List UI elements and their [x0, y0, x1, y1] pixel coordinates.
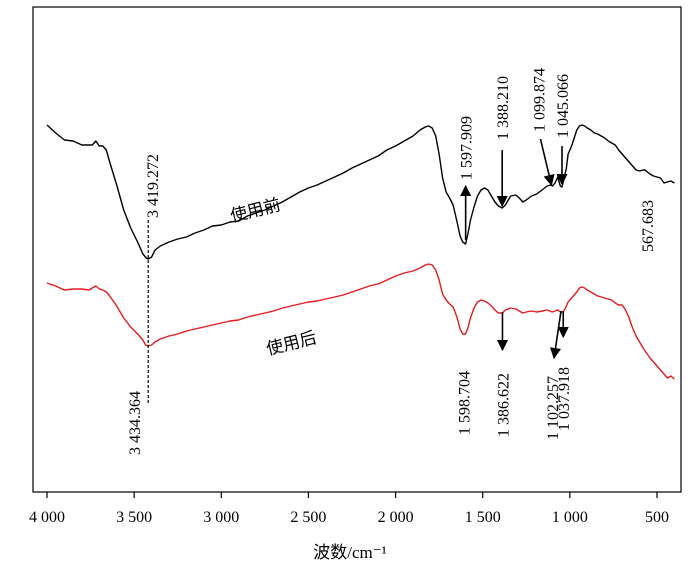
x-tick-label: 2 500 [290, 509, 326, 526]
annotation-label: 1 037.918 [556, 367, 573, 431]
series-label-before: 使用前 [228, 194, 282, 226]
x-axis-title: 波数/cm⁻¹ [313, 543, 387, 562]
annotation-layer: 3 419.272 3 434.364 1 597.909 1 388.210 1 09… [127, 68, 657, 455]
x-tick-label: 4 000 [29, 509, 65, 526]
annotation-arrow [549, 310, 562, 360]
x-tick-label: 3 500 [116, 509, 152, 526]
x-tick-label: 2 000 [378, 509, 414, 526]
annotation-label: 1 045.066 [555, 74, 572, 138]
x-axis: 4 000 3 500 3 000 2 500 2 000 1 500 1 000 500 [29, 492, 669, 526]
annotation-label: 1 099.874 [531, 68, 548, 132]
annotation-arrow [539, 138, 555, 187]
annotation-label: 1 388.210 [495, 76, 512, 140]
series-layer [46, 124, 675, 380]
x-tick-label: 3 000 [203, 509, 239, 526]
x-tick-label: 500 [645, 509, 669, 526]
series-label-after: 使用后 [264, 327, 318, 359]
annotation-label: 1 598.704 [457, 371, 474, 435]
annotation-label: 1 597.909 [459, 116, 476, 180]
x-tick-label: 1 500 [465, 509, 501, 526]
x-tick-label: 1 000 [552, 509, 588, 526]
annotation-label: 1 386.622 [495, 373, 512, 437]
plot-frame [32, 6, 682, 493]
series-after-line [46, 263, 675, 380]
series-before-line [46, 124, 675, 260]
annotation-label: 3 419.272 [145, 154, 162, 218]
annotation-label: 3 434.364 [127, 391, 144, 455]
annotation-label: 1 102.257 [545, 376, 562, 440]
annotation-label: 567.683 [640, 200, 657, 252]
